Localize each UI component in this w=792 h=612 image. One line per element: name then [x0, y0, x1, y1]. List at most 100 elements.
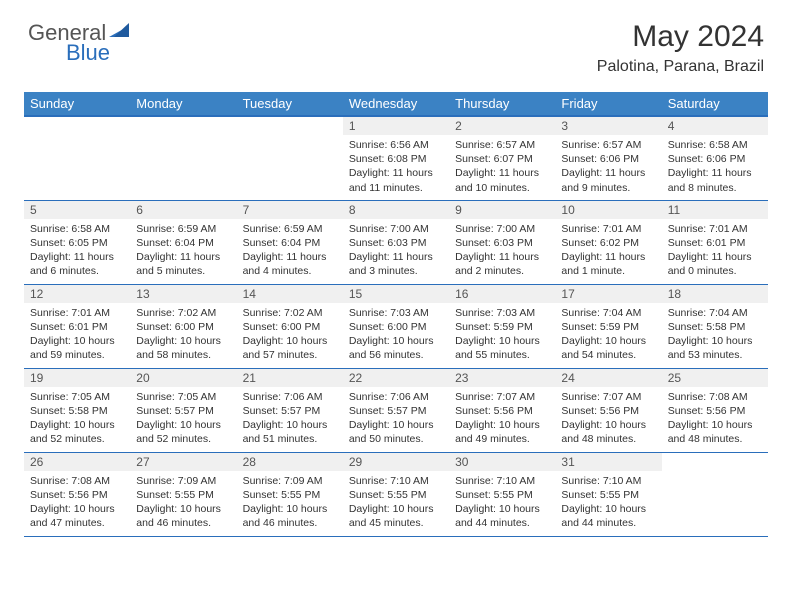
calendar-cell: 2Sunrise: 6:57 AMSunset: 6:07 PMDaylight… — [449, 116, 555, 200]
daylight-text: Daylight: 10 hours and 49 minutes. — [455, 418, 549, 446]
sunset-text: Sunset: 5:56 PM — [30, 488, 124, 502]
sunrise-text: Sunrise: 7:10 AM — [561, 474, 655, 488]
calendar-cell: . — [24, 116, 130, 200]
daylight-text: Daylight: 10 hours and 44 minutes. — [561, 502, 655, 530]
calendar-cell: . — [662, 452, 768, 536]
day-info: Sunrise: 7:03 AMSunset: 6:00 PMDaylight:… — [343, 303, 449, 367]
day-info: Sunrise: 6:58 AMSunset: 6:05 PMDaylight:… — [24, 219, 130, 283]
daylight-text: Daylight: 10 hours and 52 minutes. — [136, 418, 230, 446]
brand-logo: GeneralBlue — [28, 20, 129, 66]
sunset-text: Sunset: 6:07 PM — [455, 152, 549, 166]
day-info: Sunrise: 7:01 AMSunset: 6:01 PMDaylight:… — [24, 303, 130, 367]
day-number: 20 — [130, 369, 236, 387]
day-number: 23 — [449, 369, 555, 387]
sunset-text: Sunset: 6:03 PM — [349, 236, 443, 250]
triangle-icon — [109, 23, 129, 42]
sunrise-text: Sunrise: 7:10 AM — [349, 474, 443, 488]
calendar-header-row: SundayMondayTuesdayWednesdayThursdayFrid… — [24, 92, 768, 116]
sunset-text: Sunset: 5:56 PM — [455, 404, 549, 418]
sunset-text: Sunset: 5:58 PM — [30, 404, 124, 418]
calendar-cell: 22Sunrise: 7:06 AMSunset: 5:57 PMDayligh… — [343, 368, 449, 452]
daylight-text: Daylight: 11 hours and 1 minute. — [561, 250, 655, 278]
daylight-text: Daylight: 10 hours and 46 minutes. — [136, 502, 230, 530]
sunrise-text: Sunrise: 7:00 AM — [349, 222, 443, 236]
day-info: Sunrise: 7:01 AMSunset: 6:01 PMDaylight:… — [662, 219, 768, 283]
sunset-text: Sunset: 6:01 PM — [30, 320, 124, 334]
weekday-header: Tuesday — [237, 92, 343, 116]
calendar-cell: 6Sunrise: 6:59 AMSunset: 6:04 PMDaylight… — [130, 200, 236, 284]
title-block: May 2024 Palotina, Parana, Brazil — [597, 20, 764, 76]
daylight-text: Daylight: 11 hours and 9 minutes. — [561, 166, 655, 194]
sunset-text: Sunset: 5:59 PM — [561, 320, 655, 334]
day-number: 6 — [130, 201, 236, 219]
daylight-text: Daylight: 10 hours and 53 minutes. — [668, 334, 762, 362]
sunrise-text: Sunrise: 7:06 AM — [349, 390, 443, 404]
daylight-text: Daylight: 11 hours and 8 minutes. — [668, 166, 762, 194]
sunrise-text: Sunrise: 7:01 AM — [668, 222, 762, 236]
day-info: Sunrise: 6:56 AMSunset: 6:08 PMDaylight:… — [343, 135, 449, 199]
sunrise-text: Sunrise: 6:56 AM — [349, 138, 443, 152]
sunset-text: Sunset: 6:04 PM — [136, 236, 230, 250]
day-number: 10 — [555, 201, 661, 219]
sunset-text: Sunset: 6:00 PM — [349, 320, 443, 334]
day-number: 2 — [449, 117, 555, 135]
daylight-text: Daylight: 10 hours and 52 minutes. — [30, 418, 124, 446]
calendar-cell: 7Sunrise: 6:59 AMSunset: 6:04 PMDaylight… — [237, 200, 343, 284]
day-number: 28 — [237, 453, 343, 471]
sunrise-text: Sunrise: 7:06 AM — [243, 390, 337, 404]
day-info: Sunrise: 6:57 AMSunset: 6:07 PMDaylight:… — [449, 135, 555, 199]
calendar-cell: 23Sunrise: 7:07 AMSunset: 5:56 PMDayligh… — [449, 368, 555, 452]
weekday-header: Monday — [130, 92, 236, 116]
daylight-text: Daylight: 10 hours and 51 minutes. — [243, 418, 337, 446]
calendar-row: 12Sunrise: 7:01 AMSunset: 6:01 PMDayligh… — [24, 284, 768, 368]
daylight-text: Daylight: 10 hours and 58 minutes. — [136, 334, 230, 362]
location-label: Palotina, Parana, Brazil — [597, 58, 764, 76]
day-number: 26 — [24, 453, 130, 471]
sunrise-text: Sunrise: 7:01 AM — [30, 306, 124, 320]
day-info: Sunrise: 7:06 AMSunset: 5:57 PMDaylight:… — [237, 387, 343, 451]
day-info: Sunrise: 6:59 AMSunset: 6:04 PMDaylight:… — [130, 219, 236, 283]
day-number: 22 — [343, 369, 449, 387]
weekday-header: Friday — [555, 92, 661, 116]
day-info: Sunrise: 7:03 AMSunset: 5:59 PMDaylight:… — [449, 303, 555, 367]
day-number: 8 — [343, 201, 449, 219]
sunset-text: Sunset: 5:55 PM — [243, 488, 337, 502]
weekday-header: Sunday — [24, 92, 130, 116]
sunrise-text: Sunrise: 6:59 AM — [243, 222, 337, 236]
sunset-text: Sunset: 5:59 PM — [455, 320, 549, 334]
calendar-cell: 1Sunrise: 6:56 AMSunset: 6:08 PMDaylight… — [343, 116, 449, 200]
day-number: 25 — [662, 369, 768, 387]
calendar-row: . . . 1Sunrise: 6:56 AMSunset: 6:08 PMDa… — [24, 116, 768, 200]
calendar-cell: 18Sunrise: 7:04 AMSunset: 5:58 PMDayligh… — [662, 284, 768, 368]
calendar-cell: 4Sunrise: 6:58 AMSunset: 6:06 PMDaylight… — [662, 116, 768, 200]
sunset-text: Sunset: 5:55 PM — [455, 488, 549, 502]
day-number: 12 — [24, 285, 130, 303]
day-info: Sunrise: 6:58 AMSunset: 6:06 PMDaylight:… — [662, 135, 768, 199]
day-info: Sunrise: 7:09 AMSunset: 5:55 PMDaylight:… — [237, 471, 343, 535]
day-info: Sunrise: 7:04 AMSunset: 5:59 PMDaylight:… — [555, 303, 661, 367]
calendar-cell: 13Sunrise: 7:02 AMSunset: 6:00 PMDayligh… — [130, 284, 236, 368]
sunrise-text: Sunrise: 7:02 AM — [243, 306, 337, 320]
calendar-cell: 28Sunrise: 7:09 AMSunset: 5:55 PMDayligh… — [237, 452, 343, 536]
daylight-text: Daylight: 11 hours and 4 minutes. — [243, 250, 337, 278]
day-number: 30 — [449, 453, 555, 471]
daylight-text: Daylight: 10 hours and 47 minutes. — [30, 502, 124, 530]
calendar-cell: 29Sunrise: 7:10 AMSunset: 5:55 PMDayligh… — [343, 452, 449, 536]
day-info: Sunrise: 7:05 AMSunset: 5:58 PMDaylight:… — [24, 387, 130, 451]
day-number: 4 — [662, 117, 768, 135]
calendar-cell: 14Sunrise: 7:02 AMSunset: 6:00 PMDayligh… — [237, 284, 343, 368]
calendar-cell: 26Sunrise: 7:08 AMSunset: 5:56 PMDayligh… — [24, 452, 130, 536]
sunrise-text: Sunrise: 7:05 AM — [30, 390, 124, 404]
sunrise-text: Sunrise: 7:03 AM — [349, 306, 443, 320]
daylight-text: Daylight: 10 hours and 54 minutes. — [561, 334, 655, 362]
weekday-header: Thursday — [449, 92, 555, 116]
day-number: 5 — [24, 201, 130, 219]
calendar-cell: 11Sunrise: 7:01 AMSunset: 6:01 PMDayligh… — [662, 200, 768, 284]
sunset-text: Sunset: 5:57 PM — [243, 404, 337, 418]
calendar-cell: 8Sunrise: 7:00 AMSunset: 6:03 PMDaylight… — [343, 200, 449, 284]
daylight-text: Daylight: 10 hours and 50 minutes. — [349, 418, 443, 446]
sunset-text: Sunset: 5:56 PM — [668, 404, 762, 418]
day-number: 7 — [237, 201, 343, 219]
sunset-text: Sunset: 6:03 PM — [455, 236, 549, 250]
calendar-cell: 17Sunrise: 7:04 AMSunset: 5:59 PMDayligh… — [555, 284, 661, 368]
